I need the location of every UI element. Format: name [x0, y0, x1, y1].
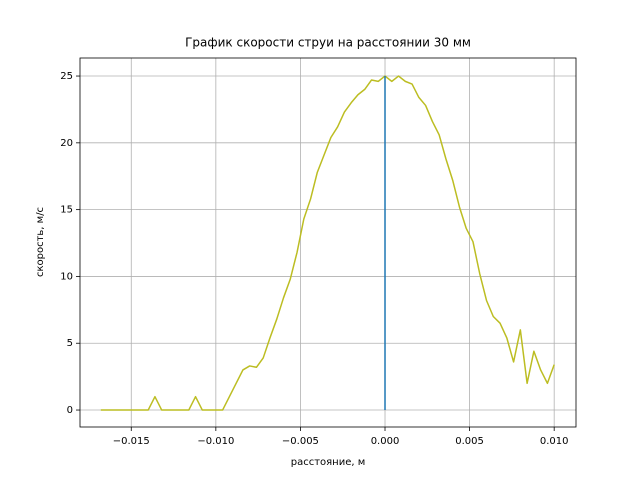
x-tick-label: 0.005: [455, 436, 484, 447]
y-tick-label: 15: [60, 205, 73, 216]
x-tick-label: −0.005: [282, 436, 319, 447]
y-axis-label: скорость, м/с: [35, 207, 46, 277]
x-tick-label: −0.010: [197, 436, 234, 447]
x-tick-label: −0.015: [113, 436, 150, 447]
y-tick-label: 10: [60, 271, 73, 282]
y-tick-label: 25: [60, 71, 73, 82]
x-tick-label: 0.000: [371, 436, 400, 447]
data-line: [100, 75, 555, 411]
x-tick-label: 0.010: [540, 436, 569, 447]
y-tick-label: 5: [67, 338, 73, 349]
plot-frame: [79, 57, 577, 428]
y-tick-label: 20: [60, 138, 73, 149]
x-axis-label: расстояние, м: [291, 457, 366, 468]
y-tick-label: 0: [67, 405, 73, 416]
chart-title: График скорости струи на расстоянии 30 м…: [185, 36, 471, 50]
